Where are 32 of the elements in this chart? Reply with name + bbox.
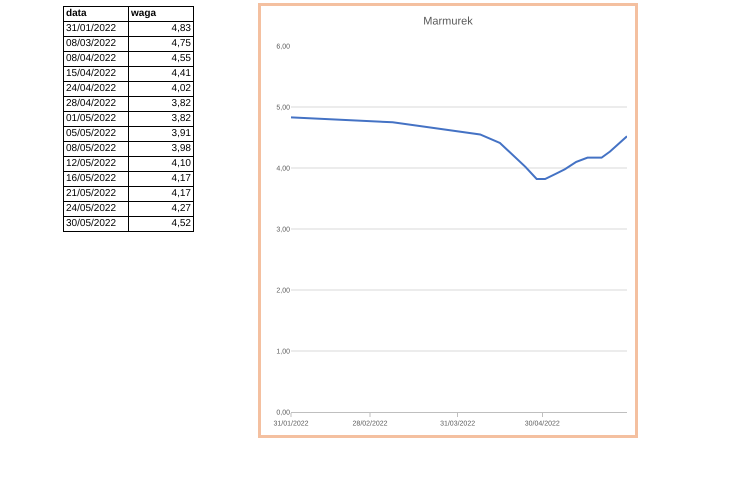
text: 08/03/2022 xyxy=(64,36,128,52)
text: 30/05/2022 xyxy=(64,216,128,232)
text: 16/05/2022 xyxy=(64,172,128,186)
text: 4,55 xyxy=(128,52,194,66)
text: 4,17 xyxy=(128,186,194,202)
text: 4,75 xyxy=(128,36,194,52)
text: 4,41 xyxy=(128,66,194,82)
text: 4,10 xyxy=(128,156,194,172)
text: 4,83 xyxy=(128,22,194,36)
text: 08/04/2022 xyxy=(64,52,128,66)
text: 4,52 xyxy=(128,216,194,232)
text: 3,82 xyxy=(128,112,194,126)
line-series xyxy=(291,116,627,180)
text: 3,98 xyxy=(128,142,194,156)
text: waga xyxy=(128,6,194,22)
text: 3,82 xyxy=(128,96,194,112)
text: 01/05/2022 xyxy=(64,112,128,126)
text: 24/05/2022 xyxy=(64,202,128,216)
text: 05/05/2022 xyxy=(64,126,128,142)
text: 28/04/2022 xyxy=(64,96,128,112)
text: 12/05/2022 xyxy=(64,156,128,172)
text: 4,17 xyxy=(128,172,194,186)
text: data xyxy=(64,6,128,22)
text: 4,02 xyxy=(128,82,194,96)
text: 08/05/2022 xyxy=(64,142,128,156)
text: 15/04/2022 xyxy=(64,66,128,82)
text: 21/05/2022 xyxy=(64,186,128,202)
text: 31/01/2022 xyxy=(64,22,128,36)
chart-title: Marmurek xyxy=(423,15,474,28)
text: 3,91 xyxy=(128,126,194,142)
text: 24/04/2022 xyxy=(64,82,128,96)
text: 4,27 xyxy=(128,202,194,216)
